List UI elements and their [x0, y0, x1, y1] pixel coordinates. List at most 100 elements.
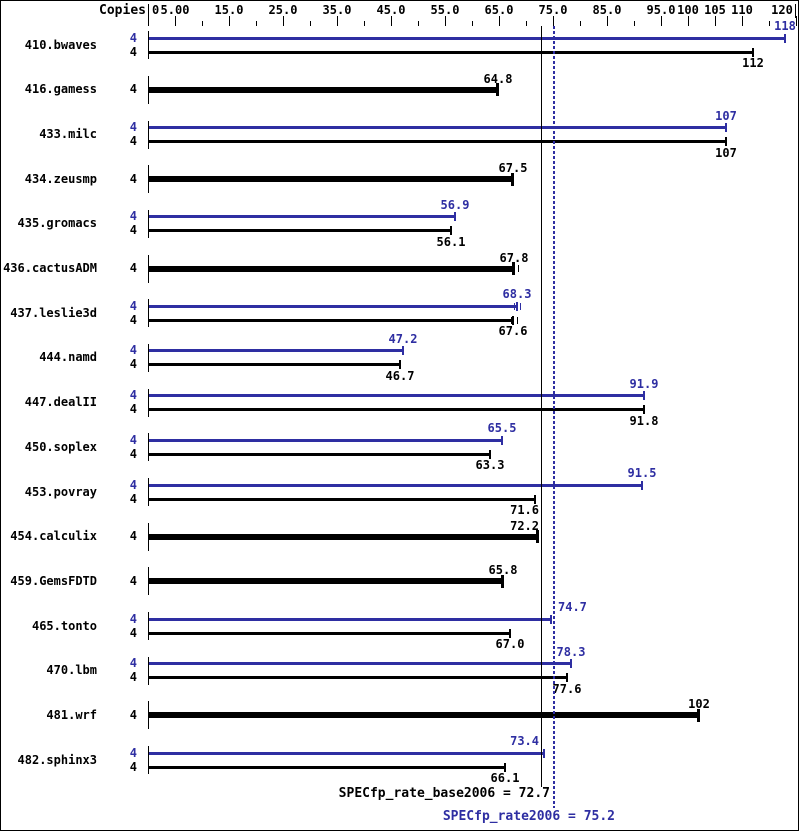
base-value-label: 71.6: [510, 503, 539, 517]
single-value-label: 64.8: [483, 72, 513, 86]
base-bar-endcap: [504, 763, 506, 772]
axis-major-tick: [283, 16, 284, 26]
peak-value-label: 78.3: [556, 645, 586, 659]
benchmark-name: 482.sphinx3: [17, 753, 97, 767]
axis-tick-label: 85.0: [592, 3, 622, 17]
peak-copies-count: 4: [129, 120, 137, 134]
peak-copies-count: 4: [129, 433, 137, 447]
row-axis-segment: [148, 657, 149, 685]
peak-copies-count: 4: [129, 612, 137, 626]
base-bar-endcap: [450, 226, 452, 235]
axis-minor-tick: [580, 21, 581, 26]
peak-copies-count: 4: [129, 746, 137, 760]
peak-copies-count: 4: [129, 478, 137, 492]
peak-value-label: 47.2: [388, 332, 418, 346]
axis-major-tick: [337, 16, 338, 26]
peak-value-label: 68.3: [502, 287, 532, 301]
base-value-label: 63.3: [475, 458, 505, 472]
axis-tick-label: 0: [152, 3, 160, 17]
470.lbm-peak-bar: [149, 662, 571, 665]
peak-copies-count: 4: [129, 31, 137, 45]
peak-run-tick: [514, 303, 515, 310]
axis-tick-label: 65.0: [484, 3, 514, 17]
axis-tick-label: 35.0: [322, 3, 352, 17]
481.wrf-single-bar: [149, 712, 699, 718]
peak-bar-endcap: [454, 212, 456, 221]
axis-major-tick: [229, 16, 230, 26]
peak-bar-endcap: [641, 481, 643, 490]
base-bar-endcap: [643, 405, 645, 414]
axis-minor-tick: [310, 21, 311, 26]
axis-tick-label: 75.0: [538, 3, 568, 17]
peak-summary-label: SPECfp_rate2006 = 75.2: [442, 809, 615, 824]
axis-minor-tick: [364, 21, 365, 26]
benchmark-name: 444.namd: [39, 350, 97, 364]
single-run-tick: [518, 265, 519, 272]
482.sphinx3-base-bar: [149, 766, 505, 769]
peak-bar-endcap: [516, 302, 518, 311]
axis-minor-tick: [472, 21, 473, 26]
copies-count: 4: [129, 574, 137, 588]
peak-run-tick: [520, 303, 521, 310]
benchmark-name: 433.milc: [39, 127, 97, 141]
benchmark-name: 434.zeusmp: [24, 172, 97, 186]
base-copies-count: 4: [129, 134, 137, 148]
copies-count: 4: [129, 529, 137, 543]
benchmark-name: 454.calculix: [10, 529, 97, 543]
peak-bar-endcap: [402, 346, 404, 355]
base-bar-endcap: [534, 495, 536, 504]
benchmark-name: 450.soplex: [24, 440, 97, 454]
row-axis-segment: [148, 121, 149, 149]
410.bwaves-base-bar: [149, 51, 753, 54]
416.gamess-single-bar: [149, 87, 498, 93]
base-bar-endcap: [399, 360, 401, 369]
peak-copies-count: 4: [129, 388, 137, 402]
axis-tick-label: 110: [731, 3, 753, 17]
base-bar-endcap: [725, 137, 727, 146]
axis-tick-label: 45.0: [376, 3, 406, 17]
peak-bar-endcap: [784, 34, 786, 43]
peak-copies-count: 4: [129, 656, 137, 670]
peak-value-label: 74.7: [558, 600, 587, 614]
base-run-tick: [517, 317, 518, 324]
axis-minor-tick: [634, 21, 635, 26]
benchmark-name: 416.gamess: [24, 82, 97, 96]
base-run-tick: [511, 317, 512, 324]
benchmark-name: 437.leslie3d: [10, 306, 97, 320]
row-axis-segment: [148, 433, 149, 461]
benchmark-name: 481.wrf: [46, 708, 97, 722]
row-axis-segment: [148, 210, 149, 238]
base-value-label: 107: [715, 146, 737, 160]
axis-start-bar: [148, 4, 149, 26]
axis-tick-label: 5.00: [160, 3, 190, 17]
single-bar-endcap: [511, 173, 514, 186]
axis-major-tick: [715, 16, 716, 26]
axis-major-tick: [661, 16, 662, 26]
base-value-label: 91.8: [629, 414, 659, 428]
peak-value-label: 118: [774, 19, 796, 33]
peak-bar-endcap: [643, 391, 645, 400]
465.tonto-peak-bar: [149, 618, 551, 621]
453.povray-base-bar: [149, 498, 535, 501]
axis-end-bar: [795, 4, 796, 18]
base-copies-count: 4: [129, 626, 137, 640]
single-bar-endcap: [512, 262, 515, 275]
axis-tick-label: 55.0: [430, 3, 460, 17]
base-copies-count: 4: [129, 447, 137, 461]
row-axis-segment: [148, 389, 149, 417]
470.lbm-base-bar: [149, 676, 567, 679]
base-copies-count: 4: [129, 223, 137, 237]
peak-value-label: 107: [715, 109, 737, 123]
benchmark-name: 470.lbm: [46, 663, 97, 677]
row-axis-segment: [148, 344, 149, 372]
444.namd-peak-bar: [149, 349, 403, 352]
axis-tick-label: 15.0: [214, 3, 244, 17]
410.bwaves-peak-bar: [149, 37, 785, 40]
single-bar-endcap: [697, 709, 700, 722]
454.calculix-single-bar: [149, 534, 538, 540]
axis-major-tick: [688, 16, 689, 26]
row-axis-segment: [148, 523, 149, 551]
444.namd-base-bar: [149, 363, 400, 366]
435.gromacs-peak-bar: [149, 215, 455, 218]
copies-count: 4: [129, 82, 137, 96]
